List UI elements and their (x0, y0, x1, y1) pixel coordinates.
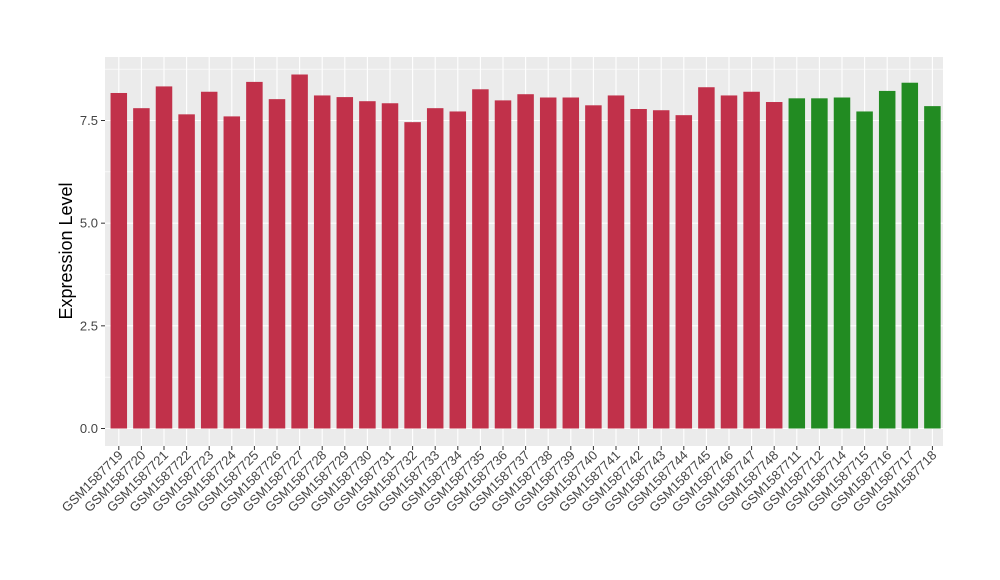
bar-GSM1587725 (246, 81, 263, 429)
bar-GSM1587737 (517, 94, 534, 429)
bar-GSM1587739 (562, 97, 580, 429)
x-axis: GSM1587719GSM1587720GSM1587721GSM1587722… (59, 446, 940, 515)
y-tick-label: 0.0 (80, 421, 98, 436)
y-tick-label: 2.5 (80, 318, 98, 333)
bar-GSM1587736 (494, 100, 512, 429)
bars (110, 74, 941, 429)
bar-GSM1587714 (833, 97, 851, 429)
bar-GSM1587728 (313, 95, 331, 429)
bar-GSM1587726 (268, 99, 286, 429)
bar-GSM1587718 (924, 106, 941, 429)
y-axis-title: Expression Level (56, 182, 76, 319)
bar-GSM1587734 (449, 111, 467, 429)
bar-GSM1587738 (539, 97, 557, 429)
bar-GSM1587732 (404, 122, 421, 429)
bar-GSM1587730 (359, 101, 376, 429)
bar-GSM1587720 (133, 108, 150, 429)
bar-GSM1587721 (155, 86, 173, 429)
bar-GSM1587723 (200, 91, 218, 429)
bar-GSM1587741 (607, 95, 625, 429)
bar-GSM1587717 (901, 82, 919, 429)
bar-GSM1587719 (110, 92, 128, 429)
bar-GSM1587731 (381, 103, 399, 429)
y-tick-label: 5.0 (80, 216, 98, 231)
bar-GSM1587744 (675, 115, 693, 429)
y-tick-label: 7.5 (80, 113, 98, 128)
bar-GSM1587727 (291, 74, 308, 429)
bar-GSM1587729 (336, 97, 354, 429)
bar-GSM1587735 (472, 89, 489, 429)
bar-GSM1587746 (720, 95, 738, 429)
bar-GSM1587724 (223, 116, 241, 429)
bar-GSM1587748 (765, 102, 783, 429)
bar-GSM1587715 (856, 111, 873, 429)
bar-GSM1587742 (630, 109, 647, 429)
bar-GSM1587747 (743, 91, 760, 429)
bar-GSM1587722 (178, 114, 195, 429)
bar-GSM1587712 (811, 98, 828, 429)
y-axis: 0.0 2.5 5.0 7.5 (80, 113, 105, 436)
bar-GSM1587743 (652, 110, 670, 429)
bar-GSM1587711 (788, 98, 806, 429)
bar-GSM1587745 (698, 87, 715, 429)
bar-GSM1587740 (585, 105, 602, 429)
bar-GSM1587716 (878, 90, 896, 429)
bar-GSM1587733 (426, 108, 444, 429)
